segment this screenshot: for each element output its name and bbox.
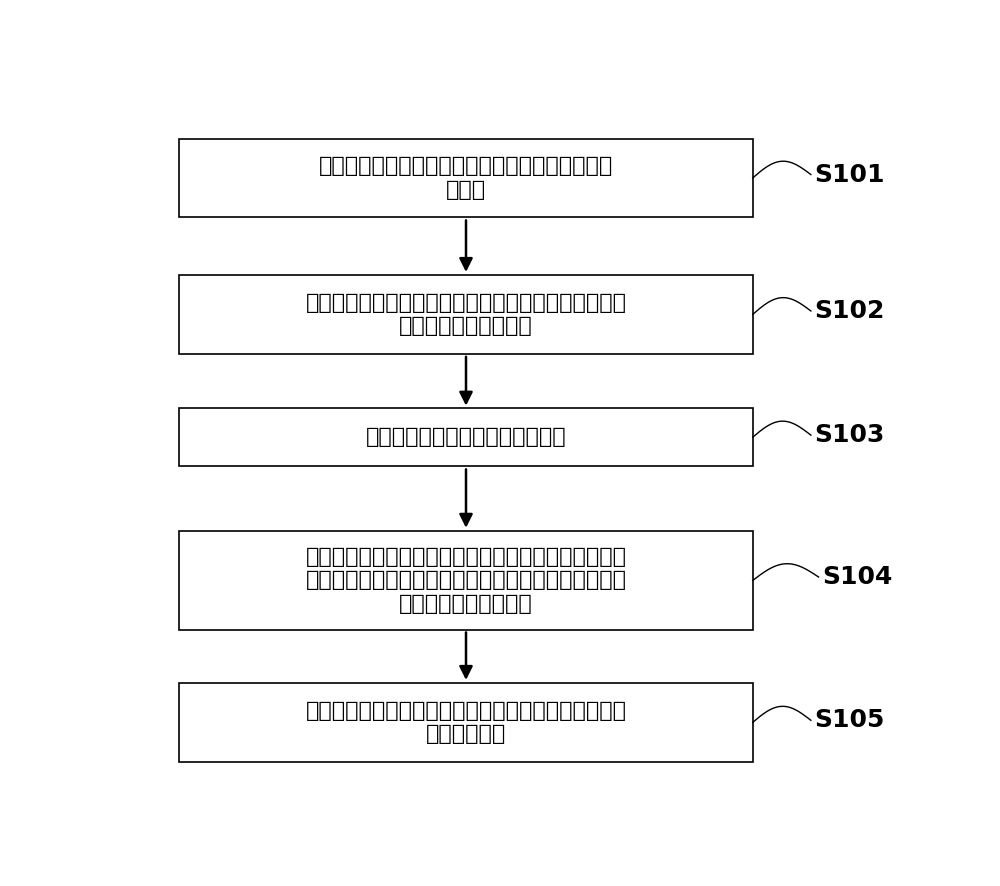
Text: 当所处供电时期为非谷电期时，获取换电需求量和换电
站当前已满电电池数量: 当所处供电时期为非谷电期时，获取换电需求量和换电 站当前已满电电池数量 bbox=[306, 292, 626, 336]
Text: 确定当前所处供电时期，供电时期包括非谷电期和
谷电期: 确定当前所处供电时期，供电时期包括非谷电期和 谷电期 bbox=[319, 156, 613, 199]
Text: 如果换电需求量大于已满电电池数量，根据换电需求量
和已满电电池数量计算待充电电池的目标数量，为目标
数量的未满电电池充电: 如果换电需求量大于已满电电池数量，根据换电需求量 和已满电电池数量计算待充电电池… bbox=[306, 548, 626, 614]
Text: S105: S105 bbox=[814, 708, 885, 733]
FancyBboxPatch shape bbox=[179, 683, 753, 762]
Text: S101: S101 bbox=[814, 162, 885, 187]
FancyBboxPatch shape bbox=[179, 139, 753, 217]
FancyBboxPatch shape bbox=[179, 408, 753, 466]
FancyBboxPatch shape bbox=[179, 531, 753, 630]
Text: 如果换电需求量不大于已满电电池数量，暂停为所有未
满电电池充电: 如果换电需求量不大于已满电电池数量，暂停为所有未 满电电池充电 bbox=[306, 701, 626, 744]
Text: S104: S104 bbox=[822, 565, 893, 589]
Text: 比较换电需求量和已满电电池数量: 比较换电需求量和已满电电池数量 bbox=[366, 427, 566, 447]
FancyBboxPatch shape bbox=[179, 276, 753, 354]
Text: S103: S103 bbox=[814, 424, 885, 447]
Text: S102: S102 bbox=[814, 299, 885, 323]
